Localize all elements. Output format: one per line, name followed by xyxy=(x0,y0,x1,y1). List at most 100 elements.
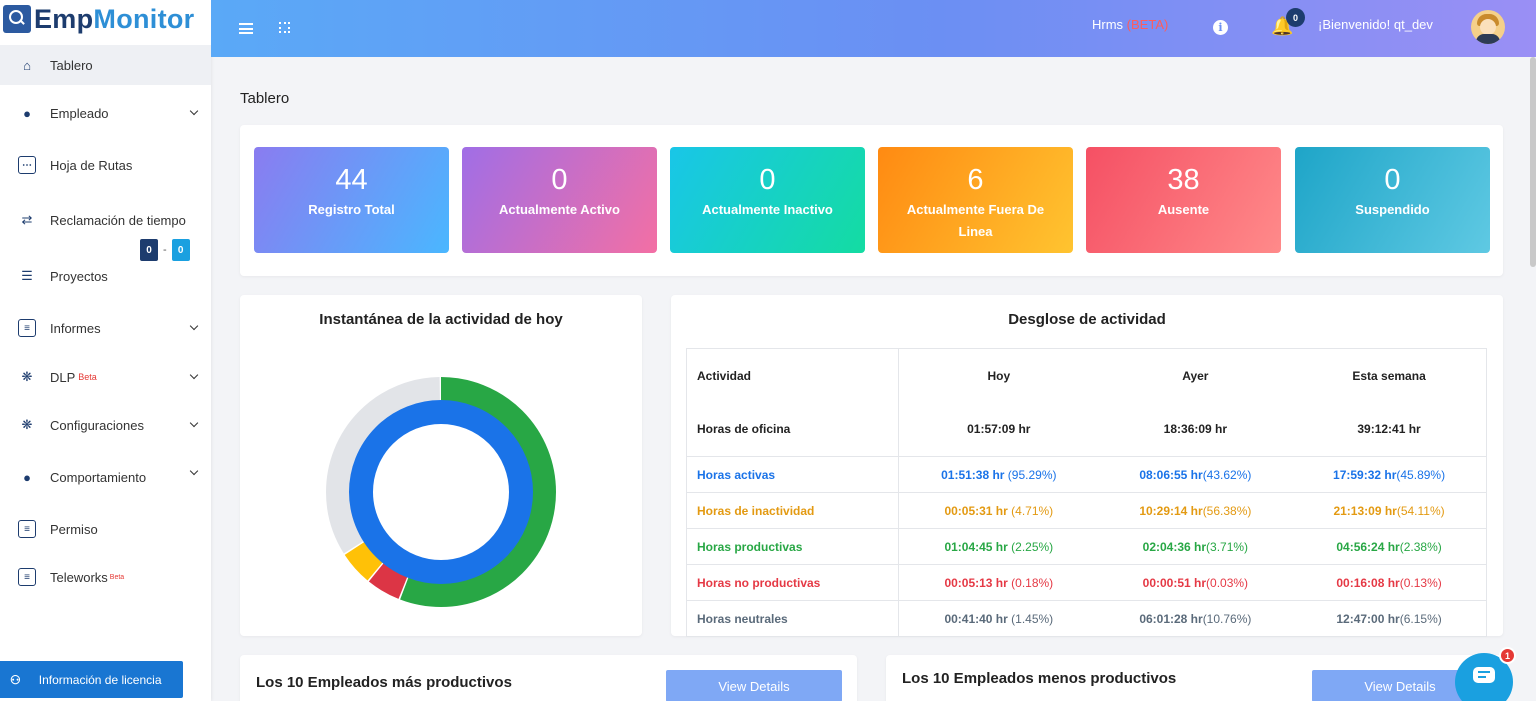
activity-value-cell: 12:47:00 hr(6.15%) xyxy=(1292,600,1487,637)
hours-value: 18:36:09 hr xyxy=(1163,422,1228,437)
list-check-icon: ☰ xyxy=(21,268,33,283)
table-row: Horas no productivas 00:05:13 hr (0.18%) 0… xyxy=(686,564,1487,601)
top-productive-view-details-button[interactable]: View Details xyxy=(666,670,842,701)
hours-value: 39:12:41 hr xyxy=(1357,422,1421,437)
percent-value: (3.71%) xyxy=(1206,539,1249,554)
percent-value: (0.03%) xyxy=(1206,575,1249,590)
chat-badge: 1 xyxy=(1499,647,1516,664)
activity-donut-chart xyxy=(326,377,556,607)
table-header: Hoy xyxy=(987,368,1011,383)
activity-label: Horas de oficina xyxy=(686,402,899,457)
sidebar-item-empleado[interactable]: ● Empleado xyxy=(0,93,211,133)
avatar[interactable] xyxy=(1471,10,1505,44)
sidebar-item-reclamacion[interactable]: ⇄ Reclamación de tiempo xyxy=(0,200,211,240)
stat-card-offline[interactable]: 6 Actualmente Fuera De Linea xyxy=(878,147,1073,253)
hours-value: 01:04:45 hr xyxy=(944,539,1008,554)
activity-value-cell: 01:51:38 hr (95.29%) xyxy=(898,456,1099,493)
sidebar-item-permiso[interactable]: ≡ Permiso xyxy=(0,509,211,549)
donut-inner-segment-active[interactable] xyxy=(349,400,533,584)
fullscreen-icon[interactable] xyxy=(279,22,290,33)
sidebar-item-dlp[interactable]: ❋ DLP Beta xyxy=(0,357,211,397)
activity-label: Horas activas xyxy=(686,456,899,493)
donut-outer-segment-productive[interactable] xyxy=(326,377,556,607)
sidebar-item-configuraciones[interactable]: ❋ Configuraciones xyxy=(0,405,211,445)
stat-card-inactive[interactable]: 0 Actualmente Inactivo xyxy=(670,147,865,253)
percent-value: (10.76%) xyxy=(1202,611,1252,626)
stat-label: Ausente xyxy=(1157,202,1210,217)
stat-label: Registro Total xyxy=(308,202,395,217)
percent-value: (54.11%) xyxy=(1396,503,1445,518)
license-info-button[interactable]: ⚇ Información de licencia xyxy=(0,661,183,698)
sidebar-item-label: Teleworks xyxy=(50,569,108,585)
hours-value: 10:29:14 hr xyxy=(1139,503,1203,518)
chevron-down-icon xyxy=(189,106,199,116)
percent-value: (1.45%) xyxy=(1007,611,1054,626)
stat-value: 0 xyxy=(551,164,568,196)
sidebar-item-label: Comportamiento xyxy=(50,469,147,485)
chevron-down-icon xyxy=(189,466,199,476)
info-icon[interactable]: i xyxy=(1213,20,1228,35)
hours-value: 02:04:36 hr xyxy=(1142,539,1207,554)
activity-value-cell: 06:01:28 hr(10.76%) xyxy=(1098,600,1293,637)
activity-breakdown-title: Desglose de actividad xyxy=(1008,311,1166,328)
menu-toggle-icon[interactable] xyxy=(239,23,253,34)
percent-value: (45.89%) xyxy=(1396,467,1446,482)
activity-value-cell: 08:06:55 hr(43.62%) xyxy=(1098,456,1293,493)
percent-value: (4.71%) xyxy=(1007,503,1054,518)
license-info-label: Información de licencia xyxy=(38,672,162,687)
hours-value: 00:05:31 hr xyxy=(944,503,1008,518)
stat-card-suspended[interactable]: 0 Suspendido xyxy=(1295,147,1490,253)
sidebar-item-teleworks[interactable]: ≡ Teleworks Beta xyxy=(0,557,211,597)
activity-value-cell: 00:41:40 hr (1.45%) xyxy=(898,600,1099,637)
table-row: Horas de oficina 01:57:09 hr 18:36:09 hr 39… xyxy=(686,402,1487,457)
activity-value-cell: 00:16:08 hr(0.13%) xyxy=(1292,564,1487,601)
stat-label: Suspendido xyxy=(1355,202,1430,217)
report-icon: ≡ xyxy=(18,319,36,337)
hrms-link[interactable]: Hrms (BETA) xyxy=(1092,17,1168,32)
hrms-beta-label: (BETA) xyxy=(1126,17,1169,32)
stat-value: 6 xyxy=(967,164,984,196)
stat-label: Actualmente Inactivo xyxy=(702,202,833,217)
stat-card-total[interactable]: 44 Registro Total xyxy=(254,147,449,253)
sidebar-item-tablero[interactable]: ⌂ Tablero xyxy=(0,45,211,85)
claim-count-left: 0 xyxy=(140,239,158,261)
activity-value-cell: 01:57:09 hr xyxy=(899,403,1099,457)
claim-count-separator: - xyxy=(163,244,167,256)
stat-value: 0 xyxy=(1384,164,1401,196)
document-icon: ≡ xyxy=(18,520,36,538)
hours-value: 00:05:13 hr xyxy=(944,575,1008,590)
calendar-icon: ⋯ xyxy=(18,156,36,174)
hrms-label: Hrms xyxy=(1092,17,1124,32)
stat-value: 38 xyxy=(1167,164,1200,196)
activity-value-cell: 04:56:24 hr(2.38%) xyxy=(1292,528,1487,565)
hours-value: 00:16:08 hr xyxy=(1336,575,1400,590)
sidebar-item-hoja-de-rutas[interactable]: ⋯ Hoja de Rutas xyxy=(0,145,211,185)
table-header: Esta semana xyxy=(1352,368,1426,383)
activity-value-cell: 21:13:09 hr(54.11%) xyxy=(1292,492,1487,529)
activity-label: Horas no productivas xyxy=(686,564,899,601)
welcome-text[interactable]: ¡Bienvenido! qt_dev xyxy=(1318,17,1433,32)
sidebar-item-proyectos[interactable]: ☰ Proyectos xyxy=(0,256,211,296)
hours-value: 01:57:09 hr xyxy=(967,422,1031,437)
donut-outer-segment-neutral[interactable] xyxy=(326,377,556,607)
stat-label: Actualmente Activo xyxy=(499,202,620,217)
logo-text: EmpMonitor xyxy=(34,3,195,34)
page-scrollbar[interactable] xyxy=(1530,57,1536,267)
activity-value-cell: 17:59:32 hr(45.89%) xyxy=(1292,456,1487,493)
sidebar-item-label: Informes xyxy=(50,320,101,336)
table-row: Horas activas 01:51:38 hr (95.29%) 08:06:5… xyxy=(686,456,1487,493)
stat-card-absent[interactable]: 38 Ausente xyxy=(1086,147,1281,253)
sidebar-item-informes[interactable]: ≡ Informes xyxy=(0,308,211,348)
stat-value: 0 xyxy=(759,164,776,196)
app-logo[interactable]: EmpMonitor xyxy=(0,0,211,38)
gear-icon: ❋ xyxy=(21,417,33,432)
stats-panel xyxy=(240,125,1503,276)
table-header: Ayer xyxy=(1182,368,1209,383)
percent-value: (43.62%) xyxy=(1202,467,1252,482)
sidebar-item-label: Permiso xyxy=(50,521,98,537)
claim-counts: 0 - 0 xyxy=(140,239,190,261)
percent-value: (2.25%) xyxy=(1007,539,1054,554)
sidebar-item-comportamiento[interactable]: ● Comportamiento xyxy=(0,457,211,497)
activity-snapshot-title: Instantánea de la actividad de hoy xyxy=(319,311,563,328)
stat-card-active[interactable]: 0 Actualmente Activo xyxy=(462,147,657,253)
